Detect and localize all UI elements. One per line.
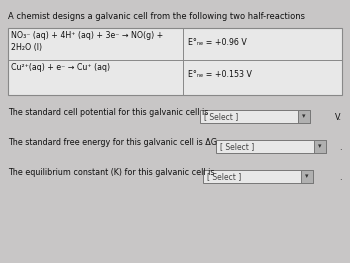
Text: The standard cell potential for this galvanic cell is: The standard cell potential for this gal… — [8, 108, 208, 117]
FancyBboxPatch shape — [200, 110, 310, 123]
Text: [ Select ]: [ Select ] — [207, 172, 241, 181]
Text: ▾: ▾ — [318, 144, 322, 149]
Text: E°ₙₑ⁤ = +0.153 V: E°ₙₑ⁤ = +0.153 V — [188, 70, 252, 79]
Text: .: . — [340, 173, 342, 182]
Text: NO₃⁻ (aq) + 4H⁺ (aq) + 3e⁻ → NO(g) +
2H₂O (l): NO₃⁻ (aq) + 4H⁺ (aq) + 3e⁻ → NO(g) + 2H₂… — [11, 31, 163, 52]
Text: Cu²⁺(aq) + e⁻ → Cu⁺ (aq): Cu²⁺(aq) + e⁻ → Cu⁺ (aq) — [11, 63, 110, 72]
Text: V.: V. — [335, 113, 342, 122]
FancyBboxPatch shape — [298, 110, 310, 123]
Text: [ Select ]: [ Select ] — [220, 142, 254, 151]
FancyBboxPatch shape — [8, 28, 342, 95]
Text: The standard free energy for this galvanic cell is ΔG: The standard free energy for this galvan… — [8, 138, 217, 147]
Text: E°ₙₑ⁤ = +0.96 V: E°ₙₑ⁤ = +0.96 V — [188, 38, 247, 47]
Text: A chemist designs a galvanic cell from the following two half-reactions: A chemist designs a galvanic cell from t… — [8, 12, 305, 21]
Text: The equilibrium constant (K) for this galvanic cell is: The equilibrium constant (K) for this ga… — [8, 168, 215, 177]
Text: ▾: ▾ — [305, 174, 309, 180]
FancyBboxPatch shape — [216, 140, 326, 153]
FancyBboxPatch shape — [203, 170, 313, 183]
Text: [ Select ]: [ Select ] — [204, 112, 238, 121]
Text: .: . — [340, 143, 342, 152]
FancyBboxPatch shape — [301, 170, 313, 183]
FancyBboxPatch shape — [314, 140, 326, 153]
Text: ▾: ▾ — [302, 114, 306, 119]
